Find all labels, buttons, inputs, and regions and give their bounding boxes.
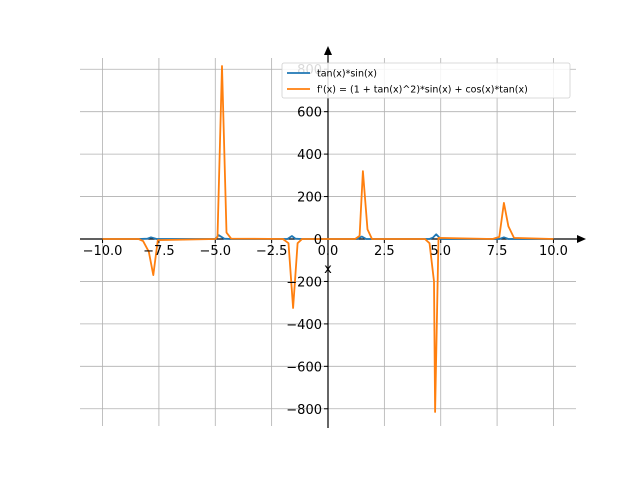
series-layer [102,65,554,413]
y-tick-label: −400 [286,318,322,333]
x-tick-label: −7.5 [143,244,175,259]
x-tick-label: −5.0 [199,244,231,259]
y-tick-label: −200 [286,275,322,290]
legend-box [281,62,571,99]
x-tick-label: −2.5 [256,244,288,259]
y-tick-label: −800 [286,403,322,418]
legend-label-2: f'(x) = (1 + tan(x)^2)*sin(x) + cos(x)*t… [317,85,528,96]
x-tick-label: −10.0 [83,244,123,259]
y-tick-label: 0 [314,233,322,248]
x-tick-label: 2.5 [374,244,395,259]
y-tick-label: 600 [297,106,322,121]
y-tick-label: −600 [286,360,322,375]
legend-label-1: tan(x)*sin(x) [317,69,377,80]
y-tick-label: 400 [297,148,322,163]
legend: tan(x)*sin(x) f'(x) = (1 + tan(x)^2)*sin(… [281,62,571,99]
x-tick-label: 7.5 [487,244,508,259]
x-tick-label: 0.0 [318,244,339,259]
axes [80,46,586,428]
y-axis-arrow [324,46,332,55]
tick-labels: −10.0 −7.5 −5.0 −2.5 0.0 2.5 5.0 7.5 10.0 −800 −60… [83,63,568,418]
y-tick-label: 200 [297,191,322,206]
x-tick-label: 5.0 [430,244,451,259]
x-axis-arrow [577,235,586,243]
x-axis-label: x [324,262,332,277]
series-line-2 [102,65,554,413]
x-tick-label: 10.0 [539,244,568,259]
